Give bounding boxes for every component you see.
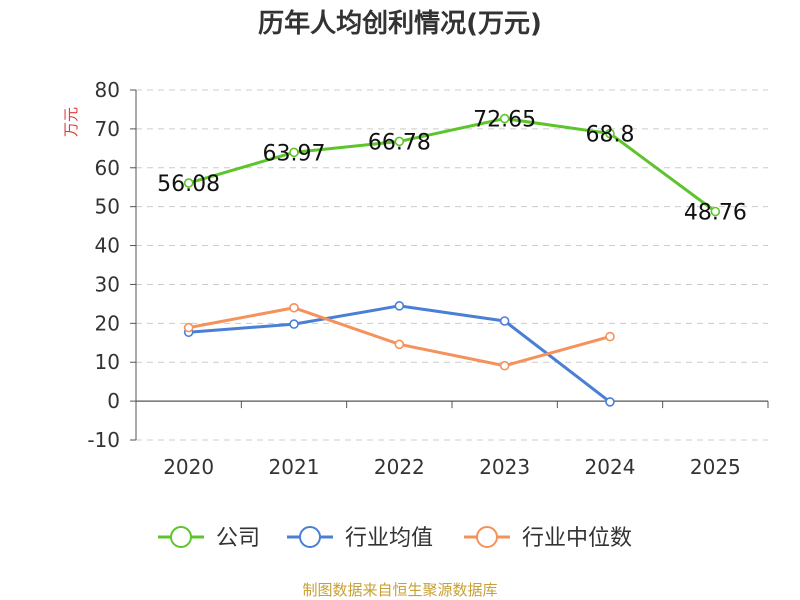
data-label: 68.8: [586, 123, 635, 148]
data-label: 66.78: [368, 130, 431, 155]
data-point: [394, 339, 405, 350]
data-point: [605, 397, 615, 407]
x-tick-label: 2020: [163, 455, 214, 479]
data-point: [710, 206, 721, 217]
chart-title: 历年人均创利情况(万元): [258, 8, 542, 39]
series-line: [188, 117, 717, 213]
data-point: [183, 178, 194, 188]
y-tick-label: -10: [87, 428, 120, 452]
data-point: [289, 319, 299, 329]
legend-marker: [476, 526, 498, 548]
data-point: [499, 360, 510, 371]
series-line: [188, 306, 611, 368]
legend: 公司 行业均值 行业中位数: [158, 526, 632, 551]
data-label: 72.65: [473, 108, 536, 133]
data-point: [183, 322, 194, 333]
data-point: [605, 128, 615, 139]
data-point: [605, 331, 615, 342]
data-point: [289, 302, 299, 313]
legend-label: 行业中位数: [522, 526, 632, 551]
axes: 80 70 60 50 40 30 20 10 0 -10 2020 2021 2022 2023 2024…: [87, 78, 769, 479]
data-point: [499, 316, 510, 326]
legend-marker: [170, 526, 192, 548]
data-point: [289, 147, 299, 158]
series-lines: [183, 113, 721, 407]
y-tick-label: 70: [95, 117, 120, 141]
x-tick-label: 2024: [585, 455, 636, 479]
legend-label: 公司: [216, 526, 260, 551]
x-tick-label: 2023: [479, 455, 530, 479]
x-tick-label: 2025: [690, 455, 741, 479]
y-tick-label: 80: [95, 78, 120, 102]
data-labels: 56.08 63.97 66.78 72.65 68.8 48.76: [157, 108, 747, 226]
y-tick-label: 0: [107, 389, 120, 413]
data-point: [394, 136, 405, 147]
source-note: 制图数据来自恒生聚源数据库: [302, 581, 497, 599]
data-label: 56.08: [157, 172, 220, 197]
legend-label: 行业均值: [345, 526, 433, 551]
y-axis-unit: 万元: [62, 107, 80, 137]
data-label: 48.76: [684, 200, 747, 225]
y-tick-label: 10: [95, 350, 120, 374]
legend-marker: [299, 526, 321, 548]
y-tick-label: 60: [95, 156, 120, 180]
x-tick-label: 2021: [269, 455, 320, 479]
data-point: [394, 301, 405, 311]
y-tick-label: 30: [95, 272, 120, 296]
data-label: 63.97: [263, 141, 326, 166]
y-tick-label: 40: [95, 234, 120, 258]
y-tick-label: 20: [95, 311, 120, 335]
data-point: [499, 113, 510, 124]
x-tick-label: 2022: [374, 455, 425, 479]
y-tick-label: 50: [95, 195, 120, 219]
gridlines: [136, 89, 768, 441]
